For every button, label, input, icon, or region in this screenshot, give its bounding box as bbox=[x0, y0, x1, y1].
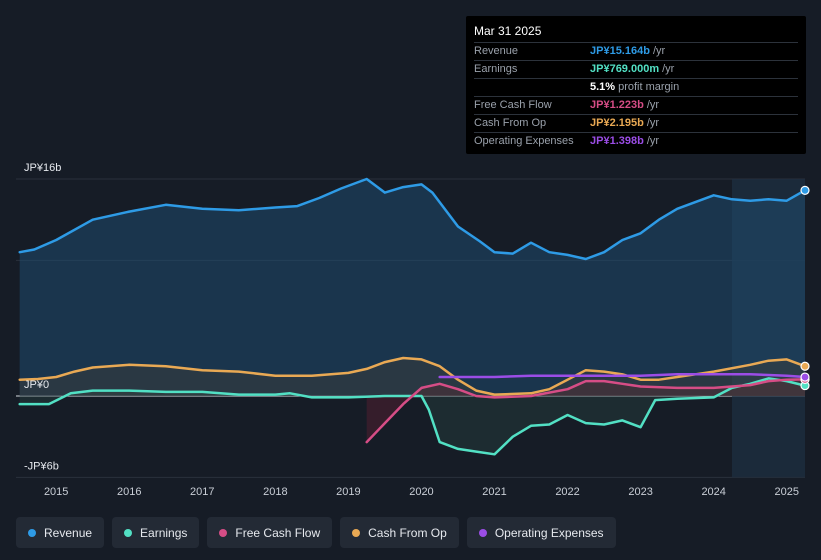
y-tick-label: JP¥16b bbox=[24, 162, 61, 174]
legend-dot-icon bbox=[219, 528, 228, 537]
operating-expenses-end-point bbox=[800, 372, 810, 382]
cash-from-op-line bbox=[18, 356, 807, 396]
tooltip-row: Operating Expenses JP¥1.398b/yr bbox=[474, 133, 798, 150]
series-layer bbox=[18, 177, 807, 456]
y-tick-label: JP¥0 bbox=[24, 379, 49, 391]
tooltip-value: JP¥1.398b bbox=[590, 135, 644, 147]
tooltip-row: Free Cash Flow JP¥1.223b/yr bbox=[474, 97, 798, 115]
earnings-line bbox=[18, 377, 807, 456]
tooltip-value: JP¥769.000m bbox=[590, 63, 660, 75]
x-tick-label: 2015 bbox=[44, 486, 68, 498]
revenue-line bbox=[18, 177, 807, 261]
tooltip-row: Earnings JP¥769.000m/yr bbox=[474, 61, 798, 79]
tooltip-row: Cash From Op JP¥2.195b/yr bbox=[474, 115, 798, 133]
tooltip-rows: Revenue JP¥15.164b/yr Earnings JP¥769.000m /… bbox=[474, 43, 798, 150]
legend-item-earnings[interactable]: Earnings bbox=[112, 517, 200, 548]
legend-dot-icon bbox=[124, 528, 133, 537]
legend-item-free-cash-flow[interactable]: Free Cash Flow bbox=[207, 517, 333, 548]
legend-item-operating-expenses[interactable]: Operating Expenses bbox=[466, 517, 616, 548]
x-tick-label: 2023 bbox=[628, 486, 652, 498]
legend-dot-icon bbox=[28, 528, 36, 537]
legend: Revenue Earnings Free Cash Flow Cash From O… bbox=[16, 517, 616, 548]
revenue-area bbox=[19, 179, 806, 396]
tooltip-date: Mar 31 2025 bbox=[474, 22, 798, 43]
tooltip-unit: /yr bbox=[646, 135, 660, 147]
hover-tooltip: Mar 31 2025 Revenue JP¥15.164b/yr Earnings… bbox=[466, 16, 806, 154]
end-markers bbox=[800, 185, 810, 391]
legend-label: Earnings bbox=[140, 525, 188, 540]
x-tick-label: 2017 bbox=[190, 486, 214, 498]
x-tick-label: 2019 bbox=[336, 486, 360, 498]
x-tick-label: 2020 bbox=[409, 486, 433, 498]
legend-label: Cash From Op bbox=[368, 525, 447, 540]
legend-item-revenue[interactable]: Revenue bbox=[16, 517, 105, 548]
y-tick-label: -JP¥6b bbox=[24, 460, 59, 472]
x-tick-label: 2018 bbox=[263, 486, 287, 498]
tooltip-unit: /yr bbox=[652, 45, 666, 57]
axis-labels: JP¥16b JP¥0 -JP¥6b 2015 2016 2017 2018 2019 2020… bbox=[24, 162, 799, 498]
tooltip-row: Revenue JP¥15.164b/yr bbox=[474, 43, 798, 61]
tooltip-value: 5.1% bbox=[590, 81, 616, 93]
cash-from-op-area bbox=[19, 358, 806, 396]
tooltip-label: Earnings bbox=[474, 63, 518, 75]
legend-label: Revenue bbox=[44, 525, 93, 540]
x-tick-label: 2021 bbox=[482, 486, 506, 498]
legend-item-cash-from-op[interactable]: Cash From Op bbox=[340, 517, 459, 548]
tooltip-unit: profit margin bbox=[618, 81, 680, 93]
operating-expenses-line bbox=[438, 373, 807, 379]
earnings-area bbox=[19, 378, 806, 455]
x-tick-label: 2024 bbox=[701, 486, 725, 498]
chart-area: JP¥16b JP¥0 -JP¥6b 2015 2016 2017 2018 2019 2020… bbox=[16, 162, 810, 498]
tooltip-unit: /yr bbox=[646, 99, 660, 111]
tooltip-label: Operating Expenses bbox=[474, 135, 574, 147]
tooltip-unit: /yr bbox=[646, 117, 660, 129]
x-tick-label: 2025 bbox=[774, 486, 798, 498]
legend-label: Operating Expenses bbox=[494, 525, 604, 540]
legend-dot-icon bbox=[352, 528, 361, 537]
legend-label: Free Cash Flow bbox=[235, 525, 321, 540]
tooltip-row: 5.1% profit margin bbox=[474, 79, 798, 97]
legend-dot-icon bbox=[478, 528, 487, 537]
cash-from-op-end-point bbox=[800, 361, 810, 371]
tooltip-label bbox=[474, 79, 590, 96]
tooltip-label: Free Cash Flow bbox=[474, 99, 552, 111]
tooltip-label: Revenue bbox=[474, 45, 519, 57]
free-cash-flow-line bbox=[365, 378, 807, 444]
x-tick-label: 2016 bbox=[117, 486, 141, 498]
tooltip-value: JP¥2.195b bbox=[590, 117, 644, 129]
tooltip-unit: /yr bbox=[662, 63, 675, 75]
x-tick-label: 2022 bbox=[555, 486, 579, 498]
revenue-end-point bbox=[800, 185, 810, 195]
tooltip-value: JP¥15.164b bbox=[590, 45, 650, 57]
fcf-area bbox=[366, 379, 805, 443]
tooltip-value: JP¥1.223b bbox=[590, 99, 644, 111]
tooltip-label: Cash From Op bbox=[474, 117, 547, 129]
